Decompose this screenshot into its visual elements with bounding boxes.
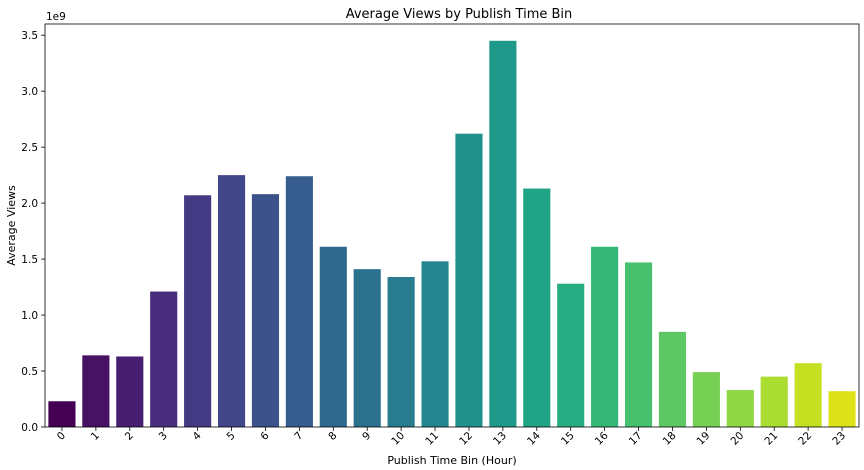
- x-tick-label: 20: [728, 430, 746, 448]
- bar-hour-8: [319, 246, 347, 427]
- chart-title: Average Views by Publish Time Bin: [346, 7, 573, 22]
- x-tick-label: 3: [157, 430, 170, 443]
- x-tick-label: 8: [326, 430, 339, 443]
- x-tick-label: 6: [258, 429, 271, 442]
- bar-hour-14: [523, 188, 551, 427]
- bar-hour-7: [285, 176, 313, 427]
- y-tick-label: 3.0: [21, 86, 38, 98]
- bar-hour-23: [828, 391, 856, 427]
- bar-hour-12: [455, 133, 483, 427]
- x-tick-label: 0: [55, 430, 68, 443]
- bar-hour-0: [48, 401, 76, 427]
- x-tick-label: 12: [457, 430, 475, 448]
- y-tick-label: 2.0: [21, 198, 38, 210]
- bar-hour-11: [421, 261, 449, 427]
- y-tick-label: 2.5: [21, 142, 38, 154]
- y-tick-label: 0.5: [21, 366, 38, 378]
- x-tick-label: 18: [661, 430, 679, 448]
- y-tick-label: 1.5: [21, 254, 38, 266]
- x-tick-label: 14: [525, 429, 543, 447]
- y-tick-label: 1.0: [21, 310, 38, 322]
- bars-group: [48, 40, 856, 428]
- x-tick-label: 21: [762, 430, 780, 448]
- bar-hour-2: [116, 356, 144, 427]
- bar-hour-18: [658, 331, 687, 427]
- x-tick-label: 15: [559, 430, 577, 448]
- x-tick-label: 19: [695, 430, 713, 448]
- bar-hour-3: [150, 291, 178, 427]
- bar-hour-15: [557, 283, 585, 427]
- x-tick-label: 22: [796, 430, 814, 448]
- x-tick-label: 7: [292, 430, 305, 443]
- bar-hour-21: [760, 376, 788, 427]
- bar-hour-16: [591, 246, 619, 427]
- x-tick-label: 9: [360, 430, 373, 443]
- bar-hour-4: [184, 195, 212, 427]
- x-tick-label: 13: [491, 430, 509, 448]
- x-tick-label: 16: [593, 429, 611, 447]
- x-tick-label: 11: [423, 430, 441, 448]
- x-axis-ticks: 0 1 2 3 4 5 6 7 8 9 10 11 12 13 14 15 16 17 18 19 20 21 22 23: [55, 427, 848, 448]
- plot-frame: [44, 23, 860, 428]
- y-scale-label: 1e9: [46, 11, 66, 23]
- x-axis-label: Publish Time Bin (Hour): [387, 454, 516, 467]
- bar-hour-1: [82, 355, 110, 427]
- y-tick-label: 3.5: [21, 30, 38, 42]
- bar-hour-17: [624, 262, 653, 427]
- y-axis-label: Average Views: [5, 185, 18, 266]
- bar-hour-13: [489, 40, 517, 428]
- bar-hour-20: [726, 390, 754, 427]
- bar-hour-19: [692, 372, 720, 427]
- x-tick-label: 1: [89, 430, 102, 443]
- bar-hour-22: [794, 363, 822, 427]
- x-tick-label: 5: [224, 430, 237, 443]
- x-tick-label: 4: [191, 429, 204, 442]
- x-tick-label: 17: [627, 430, 645, 448]
- bar-hour-5: [217, 175, 246, 427]
- x-tick-label: 23: [830, 430, 848, 448]
- bar-hour-10: [387, 276, 415, 427]
- y-tick-label: 0.0: [21, 422, 38, 434]
- bar-hour-9: [353, 269, 381, 427]
- x-tick-label: 10: [389, 430, 407, 448]
- y-axis-ticks: 0.0 0.5 1.0 1.5 2.0 2.5 3.0 3.5: [21, 30, 45, 434]
- x-tick-label: 2: [123, 430, 136, 443]
- bar-hour-6: [251, 194, 280, 427]
